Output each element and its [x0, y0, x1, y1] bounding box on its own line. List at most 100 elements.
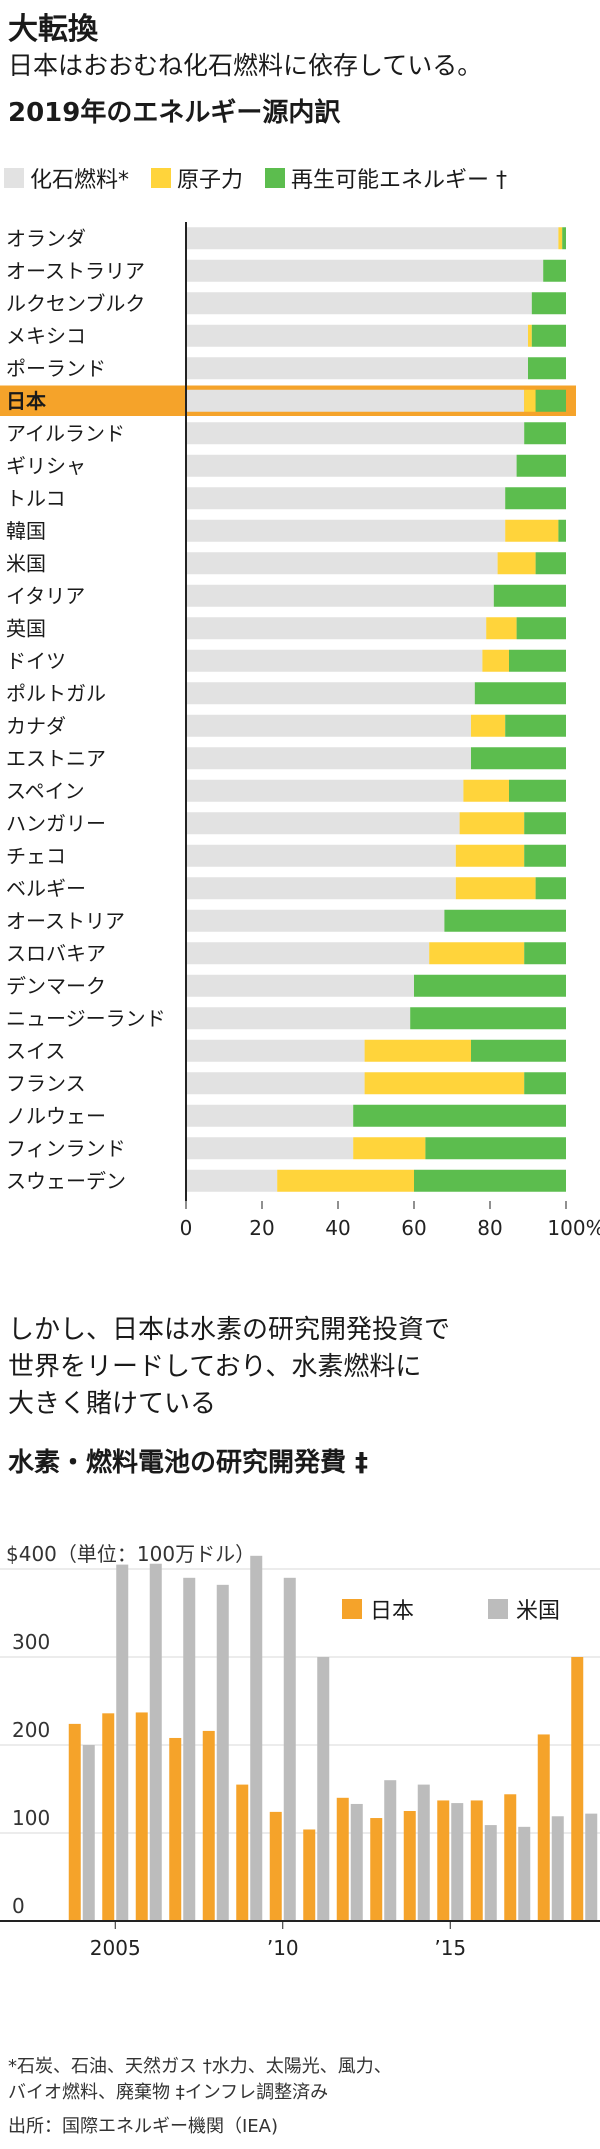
- bar-japan: [370, 1818, 383, 1921]
- country-label: ベルギー: [6, 876, 86, 900]
- bar-segment: [186, 844, 456, 867]
- x-tick-label: 80: [477, 1216, 502, 1240]
- source-note: 出所：国際エネルギー機関（IEA): [8, 2116, 279, 2137]
- country-label: ルクセンブルク: [6, 291, 145, 315]
- country-label: ポルトガル: [6, 681, 106, 705]
- bar-segment: [459, 812, 525, 835]
- bar-us: [250, 1555, 263, 1921]
- bar-segment: [414, 974, 566, 997]
- y-tick-label: 300: [12, 1630, 50, 1654]
- bar-segment: [186, 584, 494, 607]
- country-label: デンマーク: [6, 974, 106, 998]
- bar-us: [451, 1803, 464, 1921]
- bar-japan: [403, 1811, 416, 1921]
- bar-us: [116, 1564, 129, 1921]
- bar-segment: [516, 454, 566, 477]
- bar-japan: [102, 1713, 115, 1921]
- bar-segment: [455, 844, 525, 867]
- bar-us: [317, 1657, 330, 1921]
- bar-segment: [186, 259, 544, 282]
- country-label: ハンガリー: [6, 811, 106, 835]
- chart2-intro-line-3: 大きく賭けている: [8, 1389, 217, 1419]
- legend-item-renewable: 再生可能エネルギー †: [265, 162, 507, 194]
- bar-segment: [516, 617, 566, 640]
- x-tick-label: ’15: [434, 1936, 466, 1960]
- bar-japan: [537, 1734, 550, 1921]
- country-label: スウェーデン: [6, 1169, 126, 1193]
- bar-segment: [186, 519, 506, 542]
- legend-label-japan: 日本: [370, 1599, 415, 1624]
- legend-label-fossil: 化石燃料*: [30, 168, 130, 193]
- country-label: アイルランド: [6, 421, 125, 445]
- bar-segment: [535, 552, 566, 575]
- country-label: 韓国: [6, 519, 46, 543]
- bar-segment: [444, 909, 566, 932]
- bar-segment: [186, 812, 460, 835]
- legend-swatch-japan: [342, 1599, 362, 1619]
- legend-label-nuclear: 原子力: [177, 168, 244, 193]
- bar-segment: [505, 519, 559, 542]
- country-label: オーストラリア: [6, 259, 145, 283]
- bar-segment: [277, 1169, 414, 1192]
- bar-japan: [269, 1811, 282, 1921]
- bar-segment: [186, 487, 506, 510]
- bar-japan: [504, 1794, 517, 1921]
- bar-segment: [364, 1039, 471, 1062]
- legend-swatch-nuclear: [151, 168, 172, 188]
- bar-us: [518, 1826, 531, 1921]
- bar-segment: [524, 844, 566, 867]
- bar-segment: [562, 227, 566, 250]
- footnote-line-2: バイオ燃料、廃棄物 ‡インフレ調整済み: [8, 2082, 329, 2103]
- bar-segment: [186, 1039, 365, 1062]
- country-label: ポーランド: [6, 356, 106, 380]
- unit-label: $400（単位：100万ドル）: [6, 1542, 255, 1566]
- country-label: ニュージーランド: [6, 1006, 166, 1030]
- bar-segment: [353, 1137, 426, 1160]
- legend-swatch-renewable: [265, 168, 286, 188]
- bar-segment: [524, 942, 566, 965]
- bar-japan: [135, 1712, 148, 1921]
- bar-segment: [186, 779, 464, 802]
- legend-item-japan: 日本: [342, 1593, 414, 1625]
- bar-segment: [528, 324, 532, 347]
- bar-segment: [505, 487, 566, 510]
- bar-japan: [202, 1730, 215, 1921]
- bar-japan: [437, 1800, 450, 1921]
- bar-us: [417, 1784, 430, 1921]
- bar-japan: [236, 1784, 249, 1921]
- bar-us: [283, 1577, 296, 1921]
- legend-label-renewable: 再生可能エネルギー †: [291, 168, 508, 193]
- country-label: トルコ: [6, 486, 66, 510]
- bar-us: [384, 1780, 397, 1921]
- bar-segment: [410, 1007, 566, 1030]
- legend-label-us: 米国: [516, 1599, 561, 1624]
- country-label: イタリア: [6, 584, 85, 608]
- x-tick-label: ’10: [267, 1936, 299, 1960]
- rd-spending-chart: 0 100 200 300 $400（単位：100万ドル） 2005 ’10 ’15: [0, 1542, 600, 1960]
- chart2-intro-line-1: しかし、日本は水素の研究開発投資で: [8, 1315, 451, 1345]
- bar-us: [350, 1803, 363, 1921]
- bar-us: [216, 1584, 229, 1921]
- bar-segment: [186, 1007, 411, 1030]
- country-label: ギリシャ: [6, 454, 86, 478]
- x-tick-label: 20: [249, 1216, 274, 1240]
- bar-japan: [336, 1797, 349, 1921]
- bar-segment: [531, 324, 566, 347]
- country-label: フィンランド: [6, 1136, 126, 1160]
- y-tick-label: 100: [12, 1806, 50, 1830]
- bar-segment: [186, 1137, 354, 1160]
- bar-segment: [186, 357, 528, 380]
- bar-segment: [493, 584, 566, 607]
- bar-segment: [414, 1169, 566, 1192]
- bar-segment: [353, 1104, 566, 1127]
- bar-segment: [429, 942, 525, 965]
- bar-segment: [543, 259, 566, 282]
- bar-segment: [186, 747, 471, 770]
- bar-segment: [186, 227, 559, 250]
- country-label: オーストリア: [6, 909, 125, 933]
- chart1-title: 2019年のエネルギー源内訳: [8, 98, 341, 128]
- bar-segment: [463, 779, 509, 802]
- bar-segment: [471, 747, 566, 770]
- bar-segment: [186, 422, 525, 445]
- bar-segment: [505, 714, 566, 737]
